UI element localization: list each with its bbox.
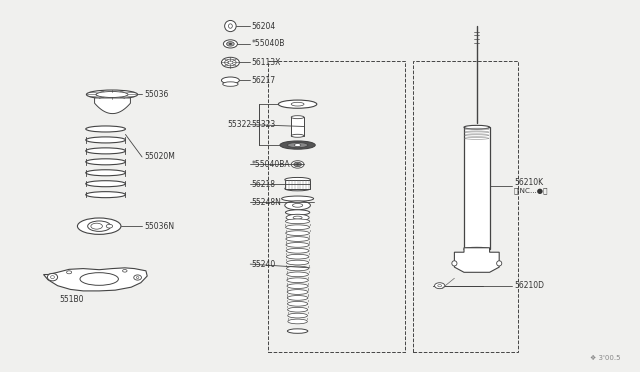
Ellipse shape: [285, 186, 310, 191]
Ellipse shape: [285, 219, 310, 224]
Ellipse shape: [80, 273, 118, 285]
Ellipse shape: [67, 271, 72, 274]
Ellipse shape: [223, 40, 237, 48]
Ellipse shape: [86, 181, 125, 187]
Text: 〈INC...●〉: 〈INC...●〉: [514, 187, 548, 194]
Bar: [291, 117, 304, 136]
Bar: [268, 61, 405, 352]
Text: 56218: 56218: [252, 180, 275, 189]
Ellipse shape: [285, 225, 310, 230]
Ellipse shape: [136, 277, 139, 278]
Ellipse shape: [88, 221, 111, 231]
Ellipse shape: [287, 290, 308, 294]
Ellipse shape: [287, 260, 308, 265]
Ellipse shape: [77, 218, 121, 234]
Ellipse shape: [134, 275, 141, 280]
Ellipse shape: [288, 313, 307, 318]
Ellipse shape: [106, 224, 113, 228]
Polygon shape: [44, 268, 147, 291]
Bar: [413, 61, 518, 352]
Ellipse shape: [123, 269, 127, 272]
Ellipse shape: [282, 196, 314, 201]
Ellipse shape: [287, 307, 308, 312]
Ellipse shape: [287, 295, 308, 300]
Ellipse shape: [225, 20, 236, 32]
Ellipse shape: [286, 214, 309, 221]
Ellipse shape: [287, 142, 308, 148]
Ellipse shape: [452, 261, 457, 266]
Ellipse shape: [438, 285, 442, 287]
Text: 55322: 55322: [227, 120, 252, 129]
Ellipse shape: [86, 170, 125, 176]
Ellipse shape: [291, 134, 304, 137]
Text: 55036N: 55036N: [144, 222, 174, 231]
Ellipse shape: [223, 82, 238, 86]
Ellipse shape: [287, 272, 308, 277]
Text: 55020M: 55020M: [144, 153, 175, 161]
Ellipse shape: [225, 59, 236, 66]
Ellipse shape: [294, 144, 301, 147]
Text: 55323: 55323: [252, 120, 276, 129]
Text: 55036: 55036: [144, 90, 168, 99]
Ellipse shape: [86, 192, 125, 198]
Ellipse shape: [286, 254, 309, 259]
Ellipse shape: [291, 161, 304, 168]
Text: 56210D: 56210D: [514, 281, 544, 290]
Ellipse shape: [278, 100, 317, 108]
Ellipse shape: [287, 329, 308, 333]
Ellipse shape: [91, 223, 102, 229]
Ellipse shape: [464, 125, 490, 129]
Text: 551B0: 551B0: [59, 295, 83, 304]
Ellipse shape: [435, 283, 445, 289]
Ellipse shape: [96, 92, 128, 97]
Ellipse shape: [227, 42, 234, 46]
Ellipse shape: [497, 261, 502, 266]
Ellipse shape: [86, 148, 125, 154]
Ellipse shape: [285, 231, 310, 235]
Text: 55248N: 55248N: [252, 198, 282, 207]
Text: *55040B: *55040B: [252, 39, 285, 48]
Ellipse shape: [229, 43, 232, 45]
Ellipse shape: [285, 210, 310, 215]
Ellipse shape: [86, 137, 125, 143]
Ellipse shape: [280, 141, 316, 149]
Text: 56217: 56217: [252, 76, 276, 85]
Ellipse shape: [286, 237, 309, 241]
Ellipse shape: [221, 57, 239, 68]
Ellipse shape: [293, 216, 302, 219]
Ellipse shape: [294, 162, 301, 167]
Ellipse shape: [464, 247, 490, 251]
Text: ❖ 3'00.5: ❖ 3'00.5: [590, 355, 621, 361]
Ellipse shape: [291, 116, 304, 119]
Ellipse shape: [287, 278, 308, 283]
Ellipse shape: [86, 159, 125, 165]
Ellipse shape: [287, 301, 308, 306]
Ellipse shape: [288, 319, 307, 324]
Ellipse shape: [285, 201, 310, 210]
Ellipse shape: [47, 273, 58, 281]
Ellipse shape: [228, 24, 232, 28]
Text: 56113X: 56113X: [252, 58, 281, 67]
Ellipse shape: [285, 177, 310, 182]
Text: 56204: 56204: [252, 22, 276, 31]
Ellipse shape: [286, 248, 309, 253]
Ellipse shape: [228, 61, 233, 64]
Text: 56210K: 56210K: [514, 178, 543, 187]
Ellipse shape: [292, 203, 303, 207]
Bar: [285, 180, 310, 189]
Text: 55240: 55240: [252, 260, 276, 269]
Ellipse shape: [287, 266, 308, 271]
Ellipse shape: [296, 164, 299, 165]
Text: *55040BA: *55040BA: [252, 160, 290, 169]
Ellipse shape: [86, 90, 138, 99]
Ellipse shape: [287, 284, 308, 289]
Ellipse shape: [86, 126, 125, 132]
Ellipse shape: [221, 77, 239, 84]
Ellipse shape: [291, 102, 304, 106]
Ellipse shape: [286, 243, 309, 247]
Ellipse shape: [51, 276, 54, 279]
Bar: [464, 127, 490, 249]
Polygon shape: [454, 248, 499, 272]
